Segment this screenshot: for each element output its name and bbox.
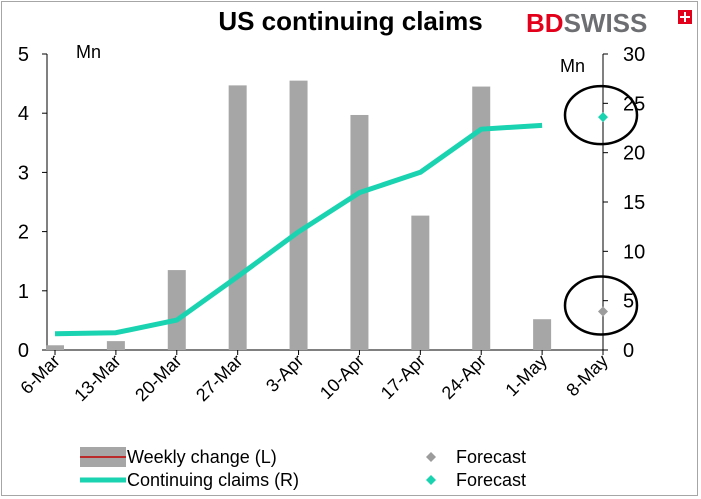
bar: [289, 80, 308, 350]
x-tick-label: 17-Apr: [377, 351, 429, 403]
bar: [533, 319, 552, 350]
right-tick-label: 25: [623, 93, 645, 115]
forecast-point-left: [598, 306, 608, 317]
right-tick-label: 5: [623, 291, 634, 313]
legend-forecast-right: Forecast: [456, 470, 526, 490]
left-axis-unit: Mn: [76, 42, 102, 62]
x-tick-label: 3-Apr: [262, 351, 307, 396]
bar: [46, 345, 64, 350]
legend-forecast-left-marker: [426, 452, 436, 462]
legend-forecast-left: Forecast: [456, 447, 526, 467]
right-tick-label: 30: [623, 44, 645, 66]
bar: [350, 114, 369, 350]
bdswiss-logo: BDSWISS: [526, 8, 696, 42]
legend-continuing-claims: Continuing claims (R): [127, 470, 299, 490]
bar: [106, 341, 125, 350]
bar: [228, 85, 247, 350]
x-tick-label: 24-Apr: [438, 351, 490, 403]
forecast-circle-left: [563, 275, 639, 336]
bar: [411, 215, 430, 350]
left-tick-label: 3: [18, 162, 29, 184]
left-tick-label: 5: [18, 44, 29, 66]
swiss-flag-icon: [678, 10, 692, 24]
continuing-claims-line: [54, 122, 543, 337]
right-tick-label: 10: [623, 241, 645, 263]
left-tick-label: 0: [18, 340, 29, 362]
logo-text: BDSWISS: [526, 8, 648, 38]
left-tick-label: 1: [18, 281, 29, 303]
x-tick-label: 8-May: [562, 351, 612, 401]
left-tick-label: 2: [18, 222, 29, 244]
forecast-circle-right: [563, 84, 639, 146]
x-tick-label: 10-Apr: [316, 351, 368, 403]
legend-weekly-change: Weekly change (L): [127, 447, 277, 467]
bar: [472, 86, 491, 350]
right-tick-label: 20: [623, 143, 645, 165]
chart-title: US continuing claims: [218, 6, 483, 36]
x-tick-label: 1-May: [501, 351, 551, 401]
x-tick-label: 20-Mar: [131, 351, 185, 405]
legend-forecast-right-marker: [426, 475, 436, 485]
forecast-point-right: [598, 112, 608, 123]
left-tick-label: 4: [18, 103, 29, 125]
x-tick-label: 13-Mar: [70, 351, 124, 405]
right-tick-label: 0: [623, 340, 634, 362]
bar: [167, 270, 186, 350]
right-tick-label: 15: [623, 192, 645, 214]
x-tick-label: 27-Mar: [192, 351, 246, 405]
right-axis-unit: Mn: [560, 56, 586, 76]
